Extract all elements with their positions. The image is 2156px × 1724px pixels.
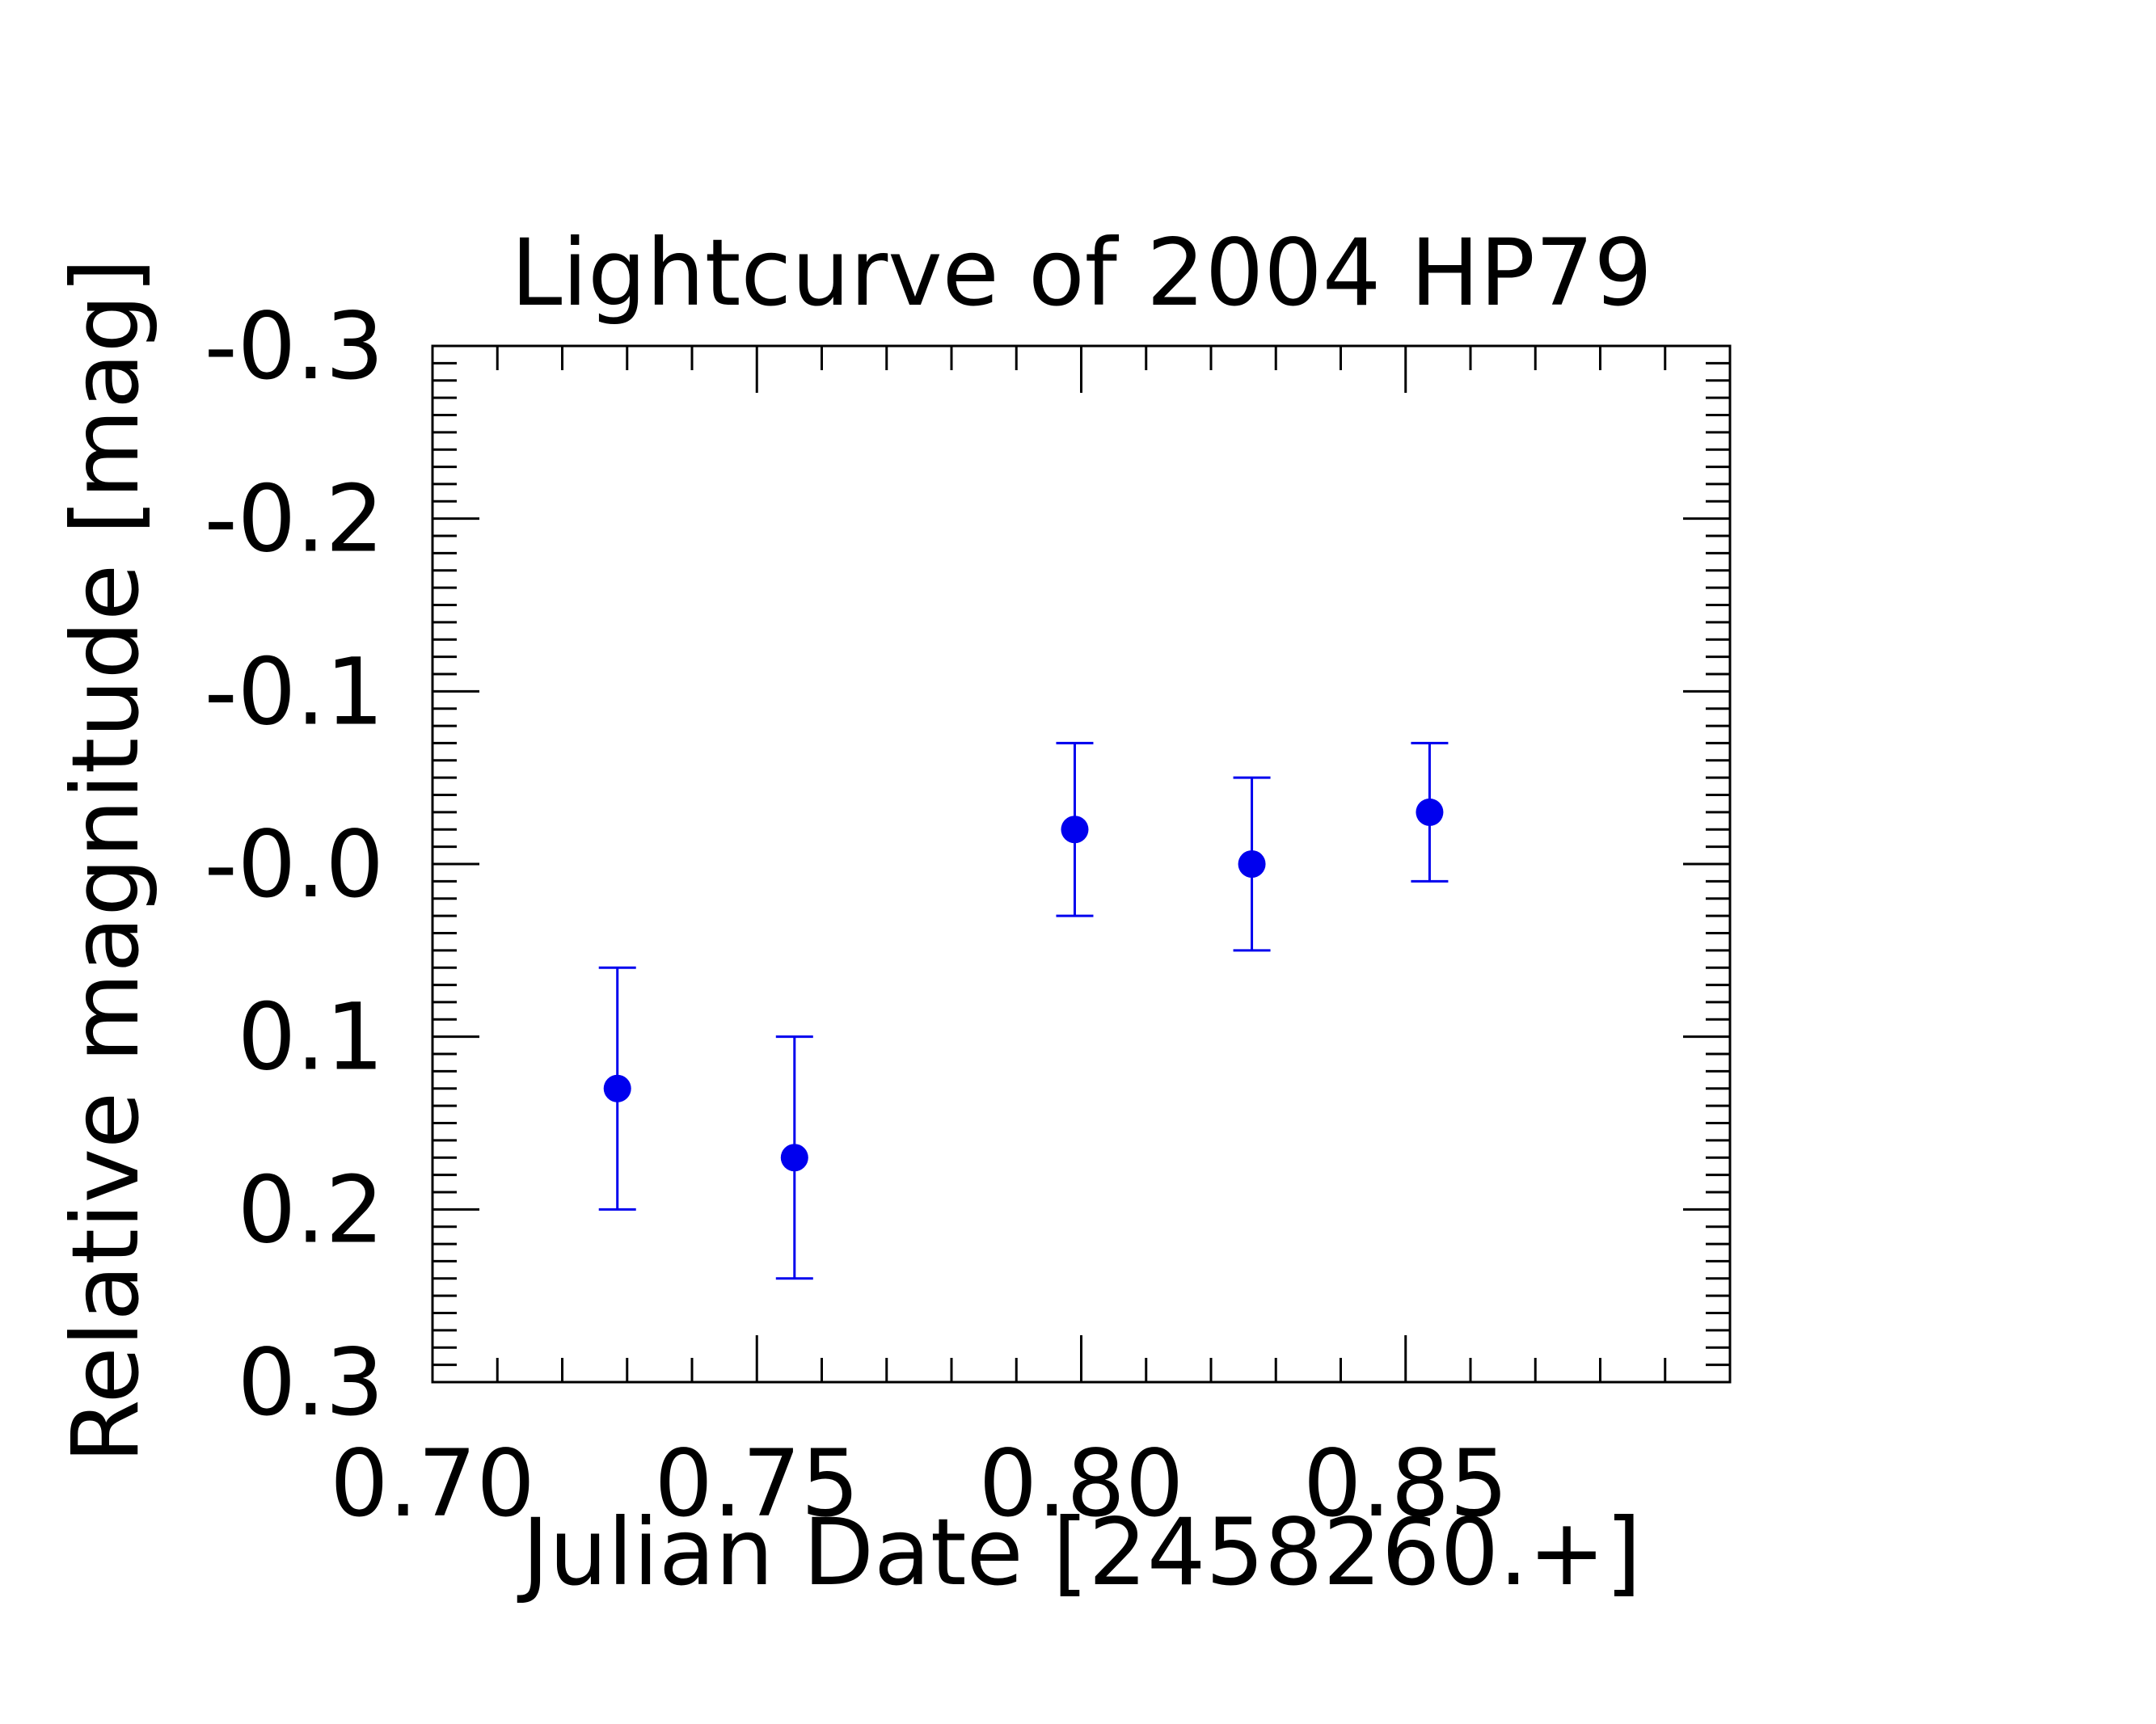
plot-frame bbox=[431, 344, 1732, 1384]
y-tick-label: 0.1 bbox=[238, 984, 384, 1091]
tick-labels: 0.70 0.75 0.80 0.85 -0.3 -0.2 -0.1 -0.0 0.1 0.2 0.… bbox=[205, 293, 1508, 1537]
data-point bbox=[603, 1074, 631, 1102]
data-points bbox=[598, 741, 1449, 1280]
y-tick-label: 0.3 bbox=[238, 1329, 384, 1436]
x-tick-label: 0.75 bbox=[654, 1430, 859, 1537]
y-tick-label: -0.1 bbox=[205, 638, 384, 745]
y-tick-label: -0.0 bbox=[205, 811, 384, 918]
y-tick-label: 0.2 bbox=[238, 1156, 384, 1263]
y-tick-label: -0.2 bbox=[205, 466, 384, 573]
x-axis-label: Julian Date [2458260.+] bbox=[517, 1498, 1642, 1606]
y-axis-label: Relative magnitude [mag] bbox=[52, 258, 159, 1463]
data-point bbox=[1238, 850, 1266, 878]
data-point bbox=[780, 1144, 808, 1172]
x-tick-label: 0.85 bbox=[1303, 1430, 1508, 1537]
x-tick-label: 0.70 bbox=[330, 1430, 535, 1537]
data-point bbox=[1416, 798, 1444, 826]
chart-title: Lightcurve of 2004 HP79 bbox=[511, 219, 1652, 327]
data-point bbox=[1061, 816, 1089, 844]
x-tick-label: 0.80 bbox=[979, 1430, 1184, 1537]
y-tick-label: -0.3 bbox=[205, 293, 384, 400]
axis-ticks bbox=[431, 344, 1730, 1384]
